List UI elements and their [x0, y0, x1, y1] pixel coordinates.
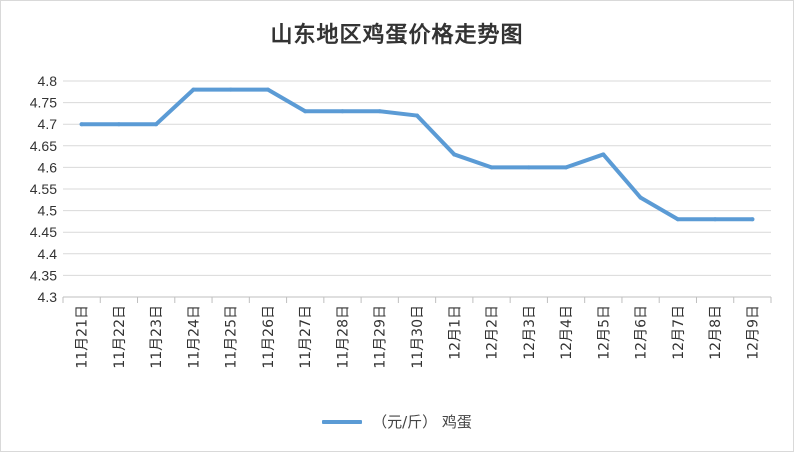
data-point — [303, 109, 308, 114]
data-point — [489, 165, 494, 170]
y-tick-label: 4.6 — [38, 159, 58, 175]
data-point — [713, 217, 718, 222]
legend-swatch — [322, 419, 363, 424]
x-tick-label: 12月7日 — [671, 305, 687, 360]
y-tick-label: 4.5 — [38, 203, 58, 219]
data-point — [340, 109, 345, 114]
y-tick-label: 4.4 — [38, 246, 58, 262]
x-tick-label: 12月1日 — [447, 305, 463, 360]
data-point — [377, 109, 382, 114]
x-tick-label: 11月30日 — [410, 305, 426, 369]
x-tick-label: 12月5日 — [596, 305, 612, 360]
data-point — [452, 152, 457, 157]
chart-title: 山东地区鸡蛋价格走势图 — [270, 23, 524, 48]
series-line — [79, 87, 755, 222]
x-tick-label: 11月27日 — [298, 305, 314, 369]
y-tick-label: 4.3 — [38, 289, 58, 305]
x-tick-label: 12月2日 — [485, 305, 501, 360]
x-tick-label: 11月21日 — [75, 305, 91, 369]
y-tick-label: 4.45 — [30, 224, 57, 240]
x-tick-label: 11月26日 — [261, 305, 277, 369]
x-tick-label: 11月29日 — [373, 305, 389, 369]
x-tick-label: 11月24日 — [186, 305, 202, 369]
x-tick-label: 12月8日 — [708, 305, 724, 360]
y-tick-label: 4.7 — [38, 116, 58, 132]
y-tick-label: 4.55 — [30, 181, 57, 197]
data-point — [638, 195, 643, 200]
x-tick-label: 11月28日 — [335, 305, 351, 369]
x-tick-label: 12月6日 — [634, 305, 650, 360]
data-point — [750, 217, 755, 222]
legend: （元/斤） 鸡蛋 — [1, 411, 793, 432]
y-tick-label: 4.35 — [30, 267, 57, 283]
y-tick-label: 4.8 — [38, 73, 58, 89]
legend-label: （元/斤） 鸡蛋 — [372, 413, 472, 431]
x-tick-label: 11月22日 — [112, 305, 128, 369]
data-point — [415, 113, 419, 118]
data-point — [526, 165, 531, 170]
data-point — [265, 87, 270, 92]
data-point — [191, 87, 196, 92]
y-tick-label: 4.75 — [30, 95, 57, 111]
x-tick-label: 11月25日 — [224, 305, 240, 369]
data-point — [116, 122, 121, 127]
data-point — [601, 152, 606, 157]
data-point — [79, 122, 84, 127]
y-tick-label: 4.65 — [30, 138, 57, 154]
x-tick-label: 12月9日 — [745, 305, 761, 360]
x-tick-label: 12月3日 — [522, 305, 538, 360]
data-point — [154, 122, 159, 127]
x-tick-label: 12月4日 — [559, 305, 575, 360]
x-tick-label: 11月23日 — [149, 305, 165, 369]
data-point — [228, 87, 233, 92]
data-point — [675, 217, 680, 222]
data-point — [564, 165, 569, 170]
